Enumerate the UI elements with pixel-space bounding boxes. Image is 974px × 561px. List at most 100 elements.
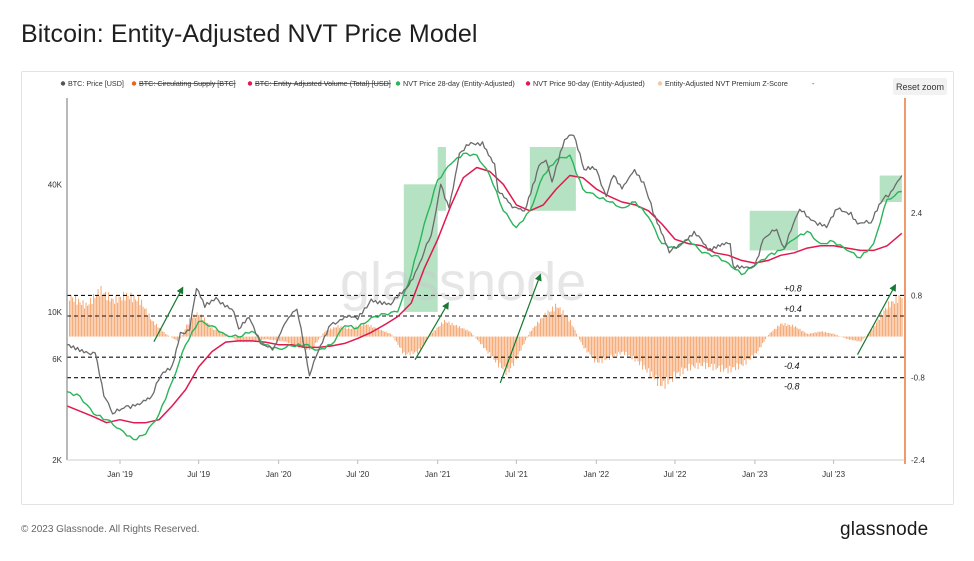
zscore-bar [243, 336, 245, 343]
zscore-bar [576, 333, 578, 337]
y-left-tick-label: 6K [52, 355, 62, 364]
zscore-bar [754, 336, 756, 354]
zscore-bar [543, 317, 545, 337]
zscore-bar [897, 303, 899, 337]
zscore-bar [310, 336, 312, 350]
zscore-bar [900, 296, 902, 337]
zscore-bar [631, 336, 633, 360]
zscore-bar [456, 324, 458, 337]
zscore-bar [322, 333, 324, 337]
reset-zoom-button[interactable]: Reset zoom [893, 78, 947, 95]
zscore-bar [280, 336, 282, 342]
zscore-bar [204, 317, 206, 337]
zscore-bar [805, 333, 807, 337]
legend-marker [131, 81, 137, 86]
series-lines [66, 134, 903, 441]
zscore-bar [90, 297, 92, 337]
zscore-bar [261, 336, 263, 341]
zscore-bar [217, 331, 219, 337]
trend-arrows [153, 273, 896, 384]
zscore-bar [318, 336, 320, 340]
zscore-bar [607, 336, 609, 357]
zscore-bar [513, 336, 515, 366]
zscore-bar [777, 325, 779, 337]
zscore-bar [489, 336, 491, 353]
zscore-bar [460, 328, 462, 337]
zscore-bar [289, 336, 291, 343]
zscore-bar [849, 336, 851, 340]
zscore-bar [811, 333, 813, 337]
zscore-bar [633, 336, 635, 356]
zscore-bar [498, 336, 500, 368]
x-tick-label: Jan '22 [584, 470, 610, 479]
zscore-bar [459, 325, 461, 337]
zscore-bar [792, 324, 794, 337]
zscore-bar [742, 336, 744, 367]
zscore-bar [691, 336, 693, 365]
zscore-bar [423, 336, 425, 344]
zscore-bar [346, 329, 348, 337]
legend-item: BTC: Price [USD] [68, 79, 124, 88]
zscore-bar [615, 336, 617, 354]
zscore-bar [532, 327, 534, 337]
zscore-bar [117, 302, 119, 337]
zscore-bar [441, 322, 443, 337]
zscore-bar [744, 336, 746, 360]
zscore-bar [153, 321, 155, 337]
zscore-bar [307, 336, 309, 348]
zscore-bar [201, 314, 203, 337]
zscore-bar [388, 332, 390, 337]
zscore-bar [748, 336, 750, 360]
zscore-bar [433, 330, 435, 337]
zscore-bar [364, 325, 366, 337]
zscore-bar [517, 336, 519, 355]
zscore-bar [834, 334, 836, 337]
zscore-bar [78, 298, 80, 337]
zscore-bar [729, 336, 731, 366]
zscore-bar [154, 325, 156, 337]
zscore-bar [438, 326, 440, 337]
zscore-bar [654, 336, 656, 380]
zscore-bar [528, 335, 530, 337]
zscore-bar [708, 336, 710, 368]
zscore-bar [862, 336, 864, 340]
zscore-bar [424, 336, 426, 343]
zscore-bar [651, 336, 653, 372]
zscore-bar [349, 328, 351, 337]
zscore-bar [136, 301, 138, 337]
zscore-bar [693, 336, 695, 367]
zscore-bar [379, 330, 381, 337]
zscore-bar [133, 295, 135, 337]
zscore-bar [381, 329, 383, 337]
zscore-bar [780, 323, 782, 337]
zscore-bar [799, 328, 801, 337]
zscore-bar [408, 336, 410, 353]
zscore-bar [550, 311, 552, 337]
zscore-bar [448, 321, 450, 337]
zscore-bar [246, 336, 248, 342]
zscore-bar [583, 336, 585, 349]
zscore-bar [202, 319, 204, 337]
zscore-bar [447, 322, 449, 337]
zscore-bar [193, 314, 195, 337]
zscore-bar [405, 336, 407, 356]
chart-axes: Jan '19 Jul '19 Jan '20 Jul '20 Jan '21 Jul '… [48, 98, 925, 479]
zscore-bar [892, 301, 894, 337]
copyright-text: © 2023 Glassnode. All Rights Reserved. [21, 524, 200, 535]
zscore-bar [351, 328, 353, 337]
zscore-bar [822, 331, 824, 337]
zscore-bar [774, 328, 776, 337]
zscore-bar [699, 336, 701, 363]
zscore-bar [150, 319, 152, 337]
zscore-bar [273, 336, 275, 341]
x-tick-label: Jul '21 [505, 470, 528, 479]
zscore-bar [516, 336, 518, 360]
zscore-bar [88, 304, 90, 337]
zscore-bar [891, 301, 893, 337]
zscore-bar [733, 336, 735, 368]
zscore-bar [157, 327, 159, 337]
zscore-bar [501, 336, 503, 369]
zscore-bar [82, 300, 84, 337]
zscore-bar [709, 336, 711, 368]
